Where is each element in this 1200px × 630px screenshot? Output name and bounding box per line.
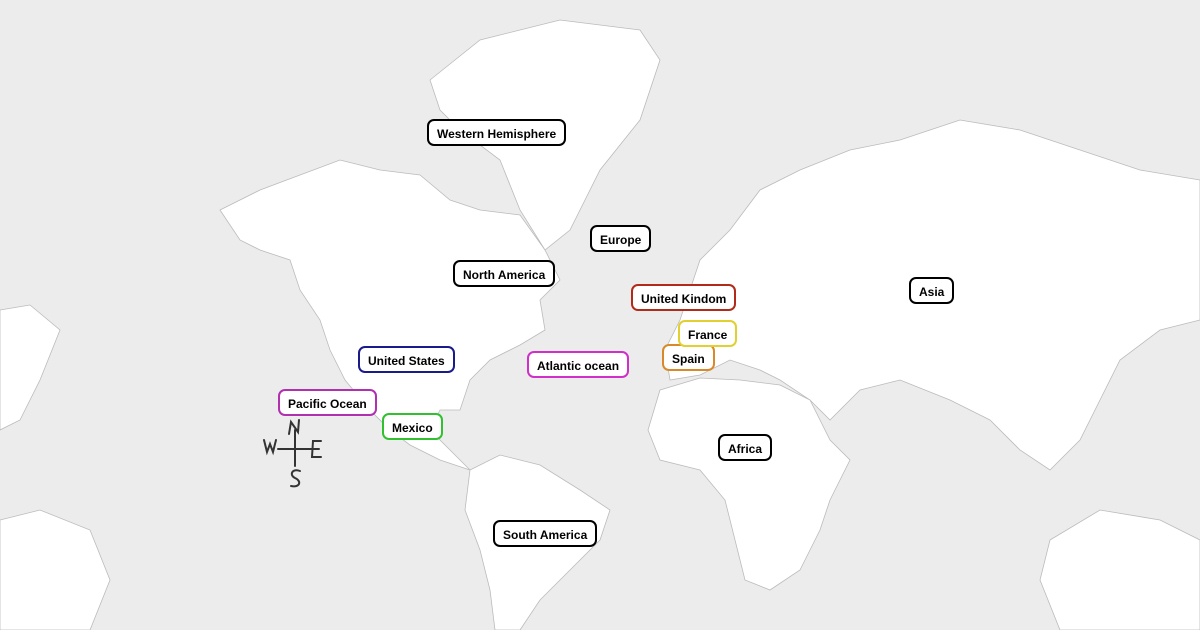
- land-australia: [1039, 509, 1200, 630]
- label-united-states: United States: [358, 346, 455, 373]
- land-asia-west: [0, 304, 61, 431]
- label-asia: Asia: [909, 277, 955, 304]
- label-western-hemisphere: Western Hemisphere: [427, 119, 567, 146]
- compass-rose-icon: [263, 419, 322, 488]
- label-south-america: South America: [493, 520, 598, 547]
- label-atlantic-ocean: Atlantic ocean: [527, 351, 630, 378]
- label-mexico: Mexico: [382, 413, 443, 440]
- label-europe: Europe: [590, 225, 652, 252]
- label-united-kingdom: United Kindom: [631, 284, 737, 311]
- label-spain: Spain: [662, 344, 715, 371]
- label-north-america: North America: [453, 260, 556, 287]
- land-africa: [647, 377, 851, 591]
- compass-e: [310, 440, 322, 458]
- compass-n: [288, 419, 300, 435]
- land-australia-west: [0, 509, 111, 630]
- compass-w: [263, 439, 277, 456]
- land-north-america: [219, 159, 561, 471]
- compass-s: [290, 469, 301, 488]
- label-pacific-ocean: Pacific Ocean: [278, 389, 377, 416]
- label-africa: Africa: [718, 434, 773, 461]
- label-france: France: [678, 320, 738, 347]
